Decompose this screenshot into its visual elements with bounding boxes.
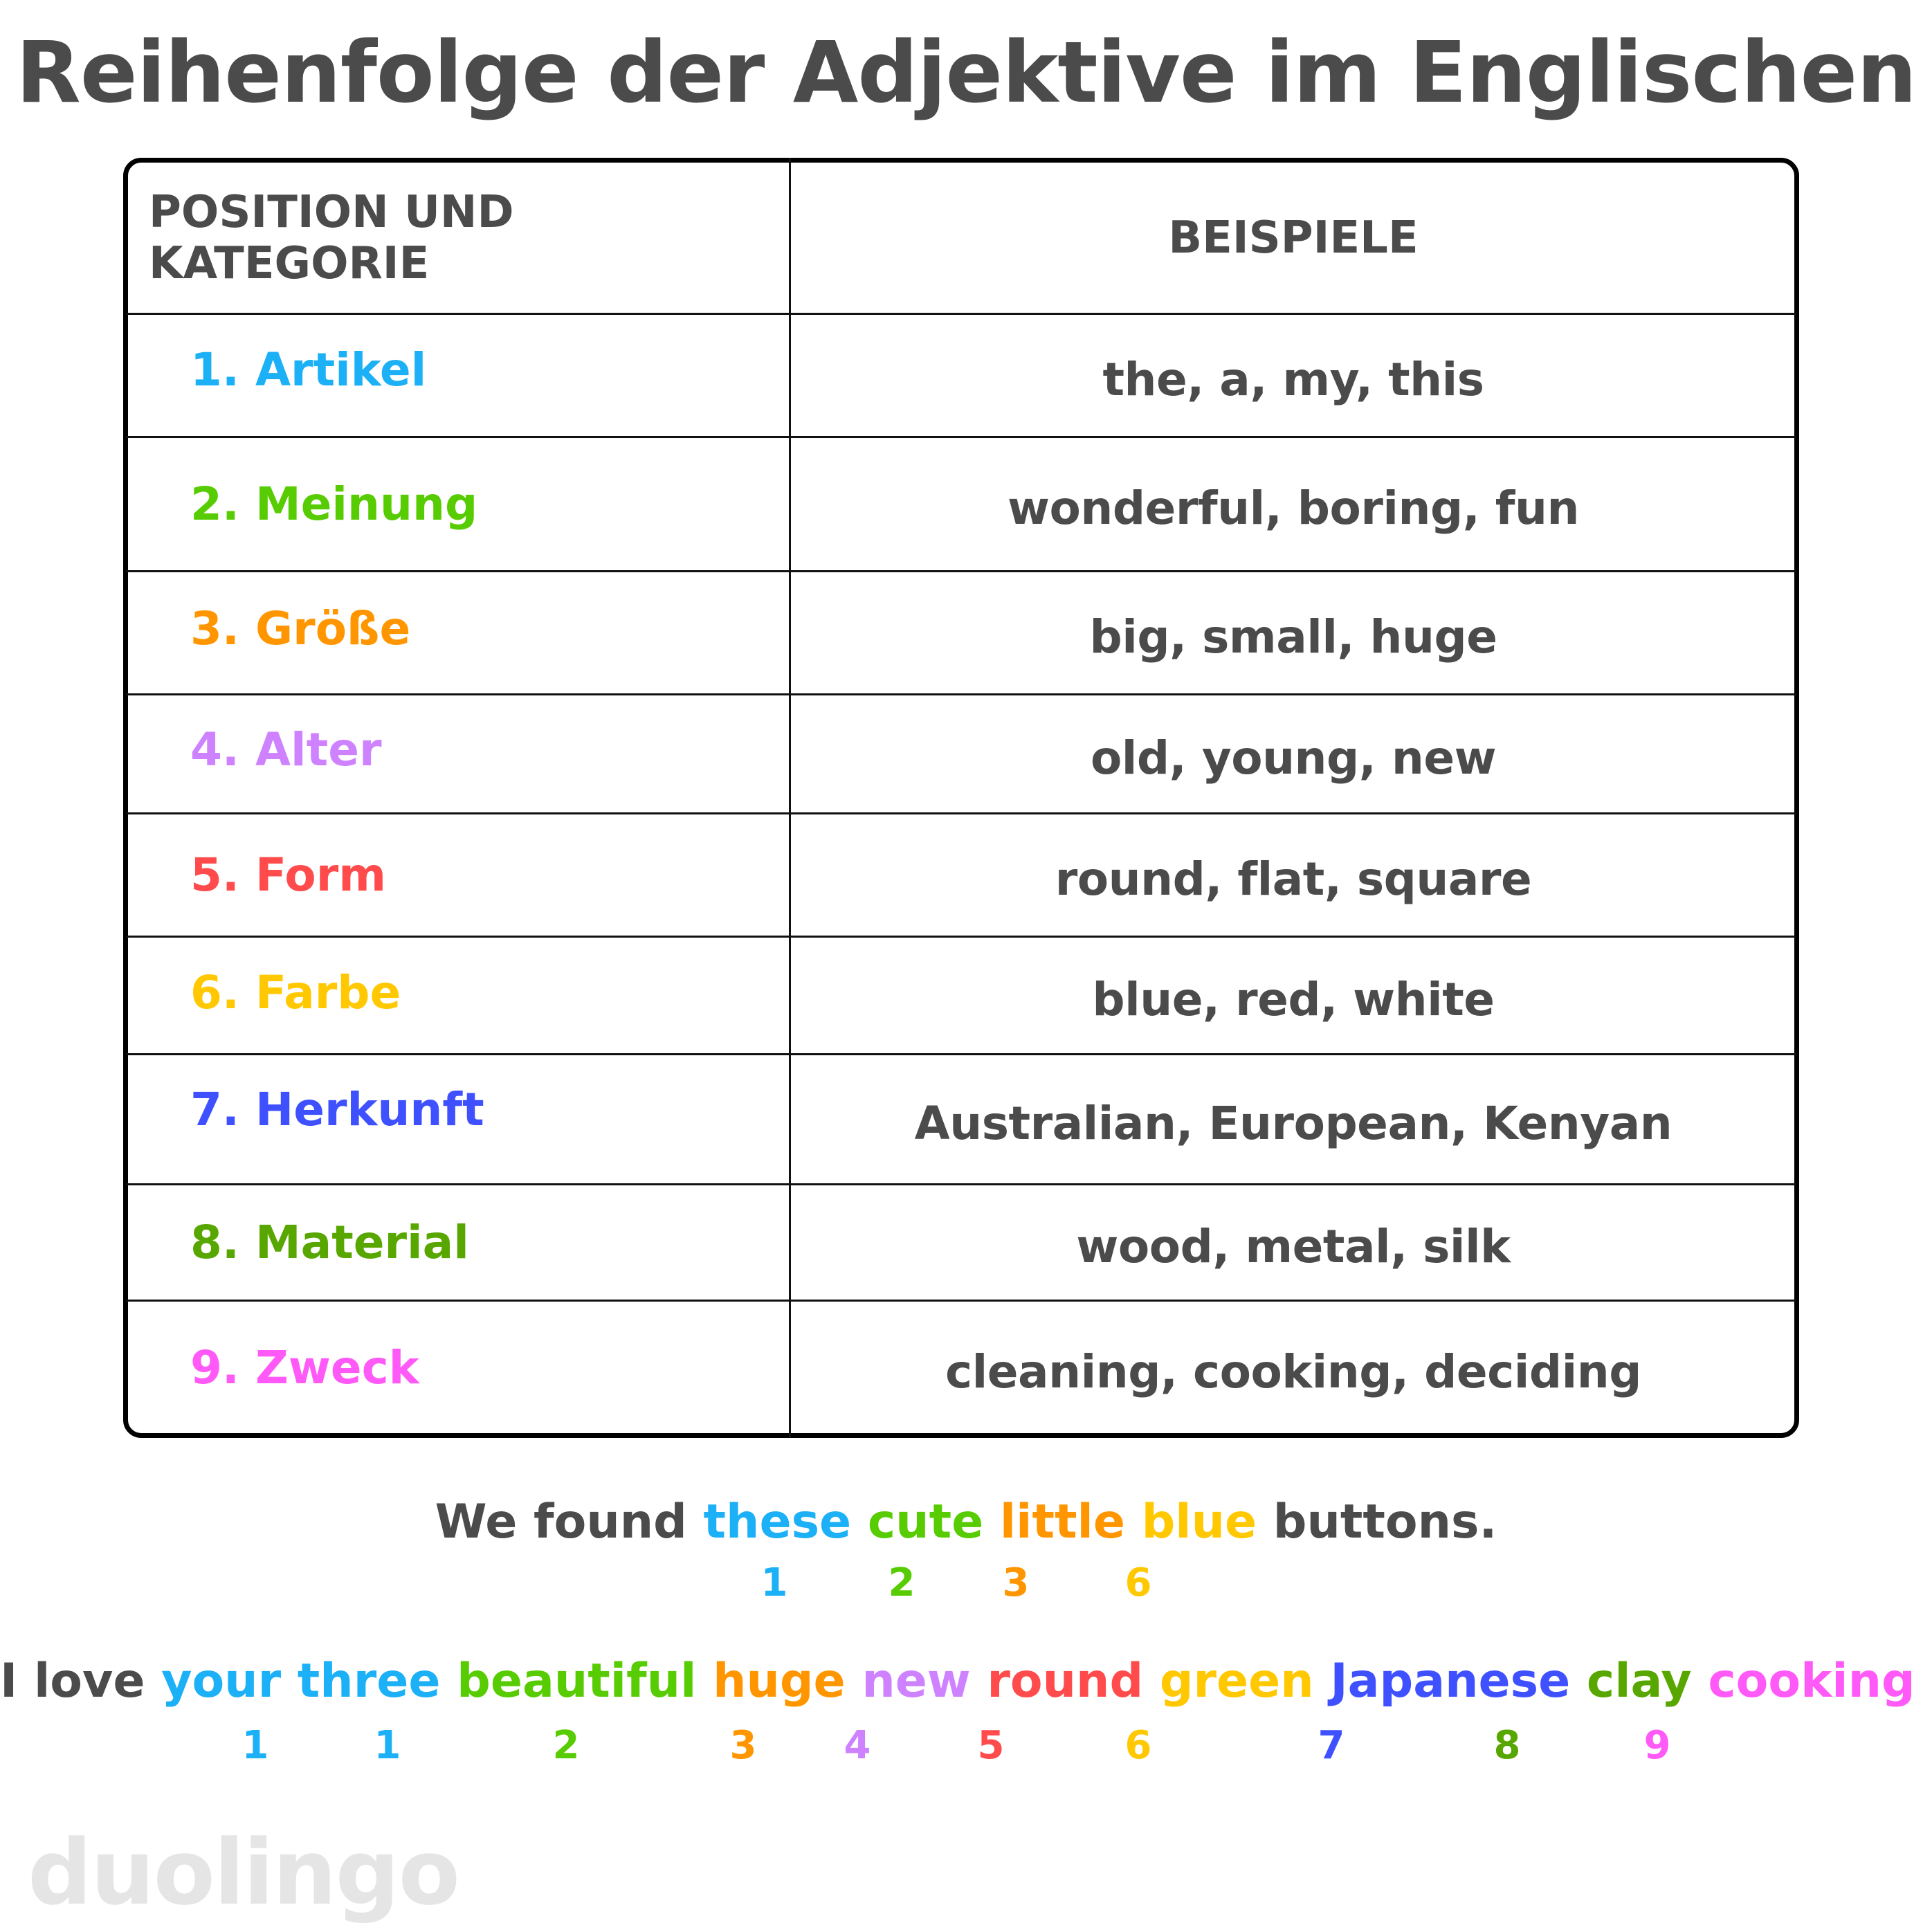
position-number: 1 — [241, 1723, 269, 1768]
row-divider — [126, 570, 1796, 572]
row-divider — [126, 1183, 1796, 1185]
row-divider — [126, 1053, 1796, 1055]
sentence-word: cooking — [1708, 1654, 1932, 1708]
examples-cell: round, flat, square — [791, 819, 1796, 940]
examples-cell: old, young, new — [791, 700, 1796, 817]
column-divider — [789, 158, 791, 1438]
category-label: 6. Farbe — [190, 966, 401, 1019]
category-label: 5. Form — [190, 848, 387, 902]
sentence-word: cute — [867, 1495, 1000, 1549]
position-number: 4 — [844, 1723, 871, 1768]
row-divider — [126, 936, 1796, 938]
sentence-word: I love — [0, 1654, 162, 1708]
position-number: 2 — [552, 1723, 580, 1768]
position-number: 3 — [1002, 1560, 1030, 1605]
sentence-word: Japanese — [1330, 1654, 1587, 1708]
category-label: 8. Material — [190, 1216, 469, 1269]
sentence-word: buttons. — [1273, 1495, 1497, 1549]
sentence-word: round — [987, 1654, 1160, 1708]
examples-cell: cleaning, cooking, deciding — [791, 1306, 1796, 1437]
category-cell: 7. Herkunft — [128, 1046, 789, 1174]
sentence-word: green — [1159, 1654, 1331, 1708]
examples-text: big, small, huge — [1089, 610, 1497, 664]
sentence-word: We found — [435, 1495, 704, 1549]
row-divider — [126, 812, 1796, 814]
position-number: 9 — [1643, 1723, 1671, 1768]
header-cell-examples: BEISPIELE — [791, 163, 1796, 313]
sentence-word: three — [297, 1654, 457, 1708]
page-title: Reihenfolge der Adjektive im Englischen — [15, 24, 1917, 122]
examples-cell: blue, red, white — [791, 942, 1796, 1057]
examples-text: Australian, European, Kenyan — [914, 1097, 1673, 1150]
position-number: 3 — [729, 1723, 757, 1768]
category-label: 3. Größe — [190, 602, 411, 655]
category-cell: 3. Größe — [128, 568, 789, 689]
sentence-word: huge — [713, 1654, 862, 1708]
category-cell: 4. Alter — [128, 691, 789, 808]
position-number: 1 — [760, 1560, 788, 1605]
position-number: 1 — [374, 1723, 401, 1768]
header-cell-position: POSITION UND KATEGORIE — [128, 163, 789, 313]
sentence-word: beautiful — [457, 1654, 713, 1708]
sentence-word: blue — [1141, 1495, 1273, 1549]
position-number: 5 — [977, 1723, 1005, 1768]
category-label: 2. Meinung — [190, 477, 478, 531]
example-sentence: We found these cute little blue buttons. — [0, 1495, 1932, 1549]
adjective-order-table — [123, 158, 1799, 1438]
row-divider — [126, 436, 1796, 438]
examples-text: the, a, my, this — [1102, 353, 1484, 406]
position-number: 2 — [888, 1560, 915, 1605]
category-label: 7. Herkunft — [190, 1083, 484, 1136]
examples-cell: the, a, my, this — [791, 319, 1796, 440]
position-number: 8 — [1493, 1723, 1521, 1768]
category-cell: 9. Zweck — [128, 1302, 789, 1433]
examples-text: cleaning, cooking, deciding — [945, 1345, 1641, 1398]
sentence-word: little — [999, 1495, 1142, 1549]
examples-text: old, young, new — [1090, 731, 1497, 785]
category-cell: 8. Material — [128, 1185, 789, 1300]
examples-cell: wonderful, boring, fun — [791, 442, 1796, 574]
sentence-word: your — [161, 1654, 298, 1708]
examples-cell: wood, metal, silk — [791, 1190, 1796, 1304]
sentence-word: clay — [1586, 1654, 1708, 1708]
example-sentence: I love your three beautiful huge new rou… — [0, 1654, 1932, 1708]
row-divider — [126, 693, 1796, 695]
examples-text: blue, red, white — [1092, 973, 1495, 1026]
examples-cell: Australian, European, Kenyan — [791, 1059, 1796, 1187]
header-examples-label: BEISPIELE — [1168, 212, 1419, 264]
category-label: 9. Zweck — [190, 1340, 419, 1394]
examples-text: round, flat, square — [1055, 853, 1532, 906]
category-cell: 5. Form — [128, 814, 789, 936]
category-cell: 2. Meinung — [128, 438, 789, 570]
sentence-word: new — [862, 1654, 987, 1708]
examples-text: wood, metal, silk — [1076, 1220, 1511, 1273]
category-cell: 1. Artikel — [128, 309, 789, 430]
examples-cell: big, small, huge — [791, 576, 1796, 698]
duolingo-logo: duolingo — [28, 1820, 460, 1925]
header-position-label: POSITION UND KATEGORIE — [149, 186, 514, 289]
row-divider — [126, 313, 1796, 315]
position-number: 6 — [1124, 1560, 1152, 1605]
category-label: 1. Artikel — [190, 343, 427, 397]
category-label: 4. Alter — [190, 723, 382, 776]
examples-text: wonderful, boring, fun — [1008, 482, 1579, 535]
category-cell: 6. Farbe — [128, 935, 789, 1050]
position-number: 6 — [1124, 1723, 1152, 1768]
sentence-word: these — [703, 1495, 868, 1549]
position-number: 7 — [1318, 1723, 1345, 1768]
row-divider — [126, 1300, 1796, 1302]
